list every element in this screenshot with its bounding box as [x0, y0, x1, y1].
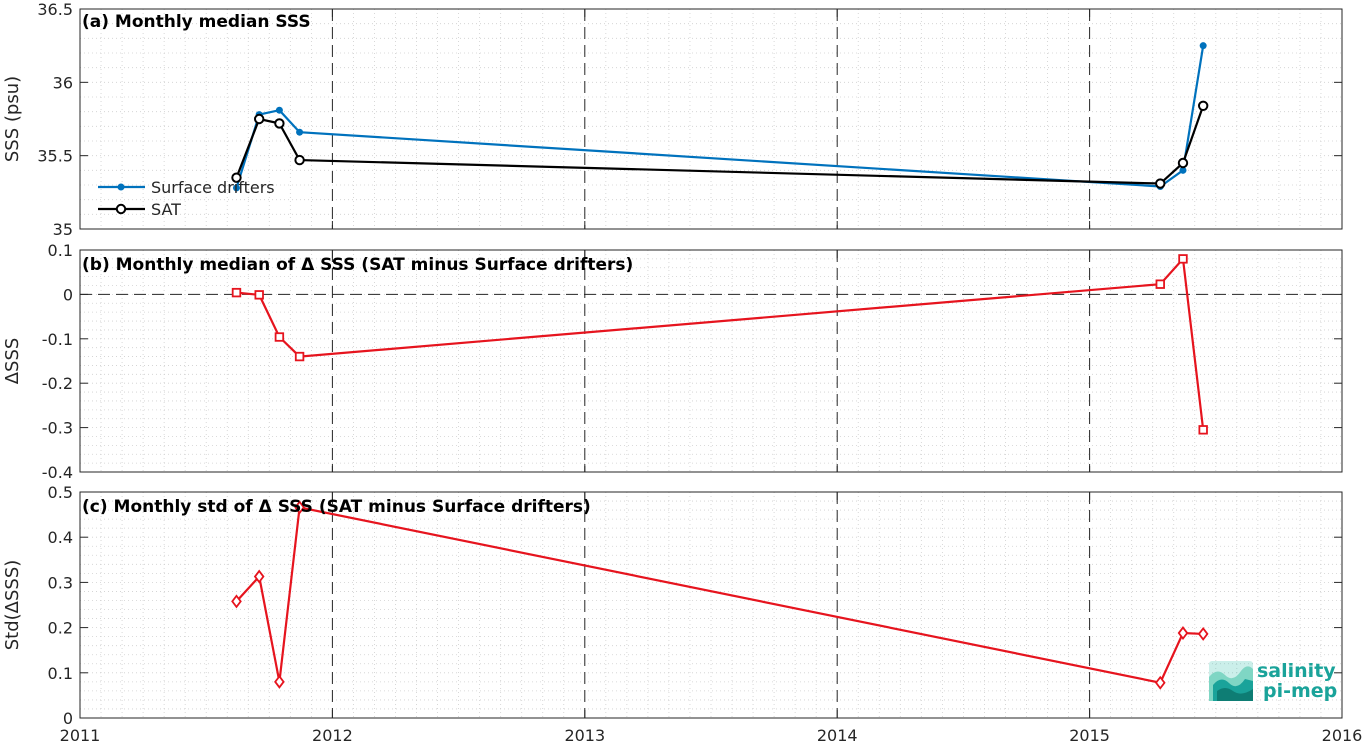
y-tick-label: 0.4 — [48, 528, 73, 547]
data-point — [275, 106, 283, 114]
x-axis-labels: 2011 2012 2013 2014 2015 2016 — [60, 726, 1363, 745]
y-tick-label: 0.1 — [48, 664, 73, 683]
y-tick-label: -0.1 — [42, 330, 73, 349]
y-tick-label: -0.4 — [42, 463, 73, 482]
axes-frame — [79, 249, 1343, 473]
panel-1: -0.4 -0.3 -0.2 -0.1 0 0.1 ΔSSS (b) Monthly medi… — [2, 241, 1343, 482]
y-tick-label: 0 — [63, 709, 73, 728]
data-point — [253, 569, 265, 584]
data-point — [254, 113, 265, 125]
y-tick-label: 36.5 — [37, 0, 73, 19]
minor-grid — [80, 250, 1342, 472]
logo-text-salinity: salinity — [1257, 660, 1336, 682]
data-point — [1155, 178, 1166, 189]
legend-marker — [117, 183, 125, 191]
y-axis-label: SSS (psu) — [2, 76, 23, 162]
y-tick-label: -0.2 — [42, 374, 73, 393]
y-tick-label: 0.5 — [48, 483, 73, 502]
y-tick-label: 0.3 — [48, 573, 73, 592]
y-tick-label: 36 — [53, 73, 73, 92]
data-point — [294, 500, 305, 515]
x-tick-label: 2011 — [60, 726, 101, 745]
legend-marker — [115, 203, 127, 215]
data-point — [1199, 42, 1207, 50]
axes-frame — [79, 491, 1343, 719]
data-point — [1177, 157, 1189, 169]
data-point — [1197, 626, 1209, 641]
x-tick-label: 2016 — [1322, 726, 1363, 745]
axes-frame — [79, 8, 1343, 230]
major-grid — [331, 9, 1091, 229]
data-point — [1177, 626, 1189, 641]
legend: Surface drifters SAT — [98, 178, 275, 219]
x-tick-label: 2015 — [1069, 726, 1110, 745]
data-point — [274, 118, 285, 129]
data-point — [1178, 254, 1188, 264]
data-point — [294, 351, 305, 362]
major-grid — [331, 492, 1091, 718]
series-delta-sss — [231, 500, 1209, 690]
panel-title: (c) Monthly std of Δ SSS (SAT minus Surf… — [82, 497, 591, 517]
data-point — [254, 290, 264, 300]
y-axis-label: Std(ΔSSS) — [2, 560, 23, 651]
data-point — [231, 287, 242, 298]
major-grid — [80, 250, 1342, 472]
y-tick-label: 35.5 — [37, 147, 73, 166]
series-delta-sss — [231, 254, 1208, 435]
y-tick-label: 0 — [63, 285, 73, 304]
panel-title: (b) Monthly median of Δ SSS (SAT minus S… — [82, 255, 633, 275]
data-point — [1197, 100, 1209, 112]
x-tick-label: 2013 — [564, 726, 605, 745]
data-point — [274, 674, 285, 689]
minor-grid — [80, 9, 1342, 229]
data-point — [1198, 425, 1208, 435]
data-point — [294, 154, 305, 166]
data-point — [231, 172, 242, 183]
salinity-pi-mep-logo: salinity pi-mep — [1209, 660, 1337, 702]
logo-text-pimep: pi-mep — [1263, 680, 1337, 702]
legend-label: Surface drifters — [151, 178, 275, 197]
data-point — [1154, 675, 1166, 690]
panel-2: 0 0.1 0.2 0.3 0.4 0.5 Std(ΔSSS) (c) Monthly std… — [2, 483, 1343, 728]
series-sat — [231, 100, 1209, 189]
data-point — [296, 128, 304, 136]
data-point — [232, 184, 240, 192]
panel-title: (a) Monthly median SSS — [82, 12, 311, 32]
y-axis-label: ΔSSS — [2, 338, 23, 385]
data-point — [231, 594, 242, 609]
y-tick-label: 35 — [53, 220, 73, 239]
panel-0: 35 35.5 36 36.5 SSS (psu) (a) Monthly median … — [2, 0, 1343, 239]
x-tick-label: 2014 — [817, 726, 858, 745]
data-point — [274, 332, 285, 342]
y-tick-label: 0.2 — [48, 619, 73, 638]
minor-grid — [80, 492, 1342, 718]
legend-label: SAT — [151, 200, 181, 219]
data-point — [1155, 279, 1165, 289]
y-tick-label: 0.1 — [48, 241, 73, 260]
y-tick-label: -0.3 — [42, 419, 73, 438]
data-point — [1179, 166, 1187, 174]
x-tick-label: 2012 — [312, 726, 353, 745]
